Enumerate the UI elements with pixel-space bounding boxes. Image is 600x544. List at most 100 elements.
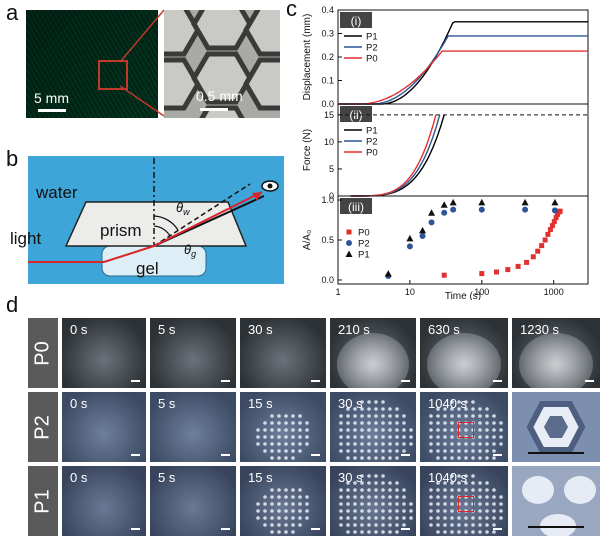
contact-area	[519, 333, 593, 388]
point-P1	[521, 198, 529, 206]
point-P1	[478, 198, 486, 206]
ytick-label: 0.0	[321, 275, 334, 285]
legend-label-P2: P2	[366, 137, 378, 148]
point-P0	[493, 269, 499, 275]
xtick-label: 1	[335, 287, 340, 297]
time-label: 0 s	[70, 470, 88, 485]
time-label: 630 s	[428, 322, 460, 337]
point-P0	[549, 223, 555, 229]
timelapse-frame: 1040 s	[420, 466, 508, 536]
timelapse-frame: 1040 s	[420, 392, 508, 462]
legend-label-P2: P2	[366, 43, 378, 54]
ytick-label: 10	[324, 137, 334, 147]
timelapse-frame: 0 s	[62, 318, 146, 388]
time-label: 15 s	[248, 470, 273, 485]
time-label: 5 s	[158, 470, 176, 485]
point-P0	[547, 227, 553, 233]
prism-schematic: water prism light gel θw θg	[10, 156, 284, 284]
row-label-p1: P1	[28, 466, 58, 536]
label-water: water	[35, 183, 78, 202]
point-P2	[406, 243, 413, 250]
scale-bar	[493, 380, 502, 382]
timelapse-frame: 30 s	[240, 318, 326, 388]
legend-label-P1: P1	[358, 250, 370, 261]
timelapse-frame: 0 s	[62, 466, 146, 536]
timelapse-frame: 0 s	[62, 392, 146, 462]
timelapse-frame: 210 s	[330, 318, 416, 388]
timelapse-frame: 30 s	[330, 392, 416, 462]
point-P0	[524, 259, 530, 265]
timelapse-frame: 5 s	[150, 466, 236, 536]
scale-bar	[401, 454, 410, 456]
scale-bar	[311, 528, 320, 530]
point-P0	[557, 208, 563, 214]
scale-label-left: 5 mm	[34, 90, 69, 106]
point-P0	[535, 248, 541, 254]
angle-arc-upper	[153, 215, 179, 231]
point-P1	[384, 270, 392, 277]
inset-scale-bar	[528, 526, 584, 528]
hexagon-pattern	[164, 10, 280, 118]
point-P1	[406, 234, 414, 242]
contact-spots	[339, 474, 413, 534]
time-label: 5 s	[158, 396, 176, 411]
legend-label-P1: P1	[366, 32, 378, 43]
timelapse-frame: 15 s	[240, 466, 326, 536]
point-P0	[542, 237, 548, 243]
label-light: light	[10, 229, 41, 248]
legend-label-P0: P0	[358, 228, 370, 239]
scale-bar	[311, 454, 320, 456]
ytick-label: 0.1	[321, 76, 334, 86]
timelapse-frame: 1230 s	[512, 318, 600, 388]
point-P1	[428, 209, 436, 216]
time-label: 15 s	[248, 396, 273, 411]
point-P2	[428, 219, 435, 226]
scale-bar	[221, 454, 230, 456]
zoom-lines	[120, 9, 165, 117]
legend-label-P1: P1	[366, 126, 378, 137]
zoom-inset-p2	[512, 392, 600, 462]
row-label-text: P2	[31, 414, 54, 440]
scale-bar	[131, 528, 140, 530]
zoom-box-marker	[458, 422, 474, 438]
series-line-P2	[338, 35, 588, 105]
xlabel: Time (s)	[445, 291, 481, 300]
zoom-box	[98, 60, 128, 90]
point-P0	[441, 272, 447, 278]
point-P1	[449, 198, 457, 206]
contact-spots	[256, 488, 309, 534]
time-label: 1040 s	[428, 396, 468, 411]
time-label: 30 s	[338, 396, 363, 411]
prism-shape	[64, 201, 248, 247]
ytick-label: 0.5	[321, 235, 334, 245]
point-P0	[515, 263, 521, 269]
ytick-label: 1.0	[321, 195, 334, 205]
scale-bar	[131, 454, 140, 456]
legend-label-P0: P0	[366, 54, 378, 65]
panel-tag-3: (iii)	[348, 200, 364, 214]
point-P2	[450, 206, 457, 213]
point-P2	[522, 206, 529, 213]
timelapse-frame: 5 s	[150, 318, 236, 388]
scale-bar	[131, 380, 140, 382]
theta-w: θw	[176, 200, 190, 217]
time-label: 0 s	[70, 396, 88, 411]
beam-arrowhead	[252, 192, 262, 201]
scale-bar	[585, 380, 594, 382]
contact-spots	[429, 400, 503, 460]
xtick-label: 1000	[544, 287, 564, 297]
series-line-P2	[350, 114, 441, 197]
panel-label-a: a	[6, 0, 19, 25]
ylabel-3: A/A₀	[302, 230, 313, 250]
scale-bar	[493, 528, 502, 530]
zoom-box-marker	[458, 496, 474, 512]
timelapse-frame: 630 s	[420, 318, 508, 388]
ytick-label: 0	[329, 191, 334, 201]
time-label: 5 s	[158, 322, 176, 337]
point-P1	[419, 226, 427, 234]
series-line-P0	[350, 114, 437, 197]
scale-bar	[221, 528, 230, 530]
contact-spots	[339, 400, 413, 460]
panel-tag-bg-1	[340, 12, 372, 28]
point-P0	[539, 243, 545, 249]
